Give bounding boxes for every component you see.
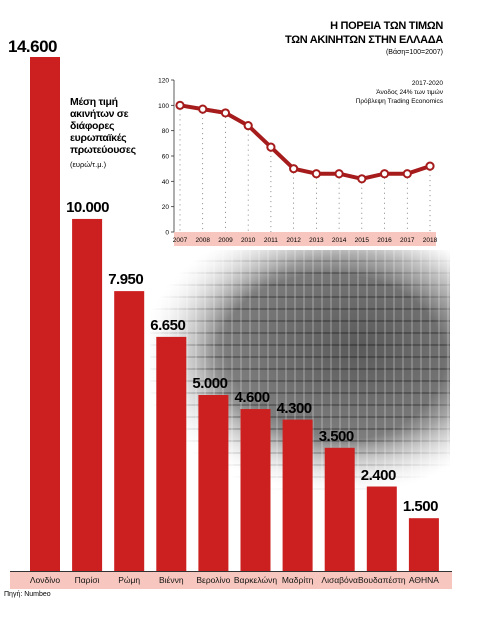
bar-value-label: 3.500: [318, 427, 355, 445]
x-tick-label: 2013: [309, 237, 324, 244]
bar-value-label: 7.950: [108, 271, 144, 289]
bar-9: [366, 486, 397, 571]
bar-10: [408, 518, 439, 571]
x-axis-strip: [10, 571, 452, 589]
city-label: Βερολίνο: [196, 575, 231, 585]
bar-8: [324, 447, 355, 571]
bar-2: [72, 218, 103, 572]
x-tick-label: 2010: [241, 237, 256, 244]
y-tick-label: 0: [165, 230, 169, 237]
x-tick-label: 2008: [195, 237, 210, 244]
inset-annotation-forecast: Πρόβλεψη Trading Economics: [355, 98, 443, 105]
series-point: [266, 142, 276, 152]
x-tick-label: 2016: [377, 237, 392, 244]
inset-annotation-rise: Άνοδος 24% των τιμών: [376, 89, 443, 96]
city-label: Λισαβόνα: [321, 575, 358, 585]
x-tick-label: 2017: [400, 237, 415, 244]
bar-5: [198, 394, 229, 571]
series-point: [402, 169, 412, 179]
bar-value-label: 4.600: [234, 389, 271, 407]
city-label: Λονδίνο: [29, 575, 61, 585]
y-tick-label: 80: [162, 128, 170, 135]
inset-title: Η ΠΟΡΕΙΑ ΤΩΝ ΤΙΜΩΝ: [330, 20, 443, 32]
inset-base-note: (Βάση=100=2007): [385, 49, 443, 56]
y-tick-label: 120: [158, 78, 169, 85]
x-tick-label: 2012: [286, 237, 301, 244]
bar-value-label: 4.300: [276, 399, 313, 417]
series-point: [289, 164, 299, 174]
bar-chart-title: Μέση τιμή ακινήτων σε διάφορες ευρωπαϊκέ…: [70, 96, 136, 156]
inset-subtitle: ΤΩΝ ΑΚΙΝΗΤΩΝ ΣΤΗΝ ΕΛΛΑΔΑ: [285, 34, 443, 46]
city-label: Ρώμη: [118, 575, 141, 585]
bar-value-label: 2.400: [360, 466, 397, 484]
source-note: Πηγή: Numbeo: [4, 591, 51, 598]
bar-6: [240, 409, 271, 571]
x-tick-label: 2014: [332, 237, 347, 244]
series-point: [220, 108, 231, 118]
bar-value-label: 10.000: [66, 198, 109, 216]
y-tick-label: 40: [162, 179, 170, 186]
series-point: [311, 169, 321, 179]
series-point: [175, 100, 185, 110]
x-tick-label: 2007: [173, 237, 188, 244]
line-chart: 0 20 40 60 80 100 120 2007 2008 2009 2010 2011 2012 2…: [158, 78, 438, 246]
inset-annotation-period: 2017-2020: [411, 80, 443, 87]
bar-value-label: 1.500: [402, 498, 439, 516]
y-tick-label: 20: [162, 204, 170, 211]
y-tick-label: 100: [158, 103, 169, 110]
bar-7: [282, 419, 313, 571]
x-axis-line: [10, 571, 452, 572]
bar-chart-unit: (ευρώ/τ.μ.): [70, 160, 107, 169]
city-label: Βουδαπέστη: [357, 575, 406, 585]
bar-value-label: 14.600: [8, 37, 58, 56]
bar-4: [156, 336, 187, 571]
city-label: Μαδρίτη: [281, 575, 314, 585]
bar-value-label: 5.000: [192, 374, 228, 392]
bar-1: [30, 57, 60, 571]
series-point: [425, 161, 435, 171]
city-label: Βαρκελώνη: [233, 575, 278, 585]
bar-value-label: 6.650: [150, 316, 186, 334]
series-point: [334, 169, 344, 179]
x-tick-label: 2011: [264, 237, 278, 244]
x-tick-label: 2009: [218, 237, 233, 244]
x-tick-label: 2018: [423, 237, 438, 244]
series-point: [243, 121, 253, 131]
city-label: ΑΘΗΝΑ: [408, 575, 439, 585]
year-strip: [174, 232, 436, 246]
city-label: Παρίσι: [74, 575, 100, 585]
bar-3: [114, 291, 145, 571]
series-point: [198, 104, 208, 114]
city-label: Βιέννη: [159, 575, 184, 585]
x-tick-label: 2015: [355, 237, 370, 244]
series-point: [379, 169, 390, 179]
series-point: [357, 174, 367, 184]
y-tick-label: 60: [162, 154, 170, 161]
series-line: [179, 103, 431, 181]
